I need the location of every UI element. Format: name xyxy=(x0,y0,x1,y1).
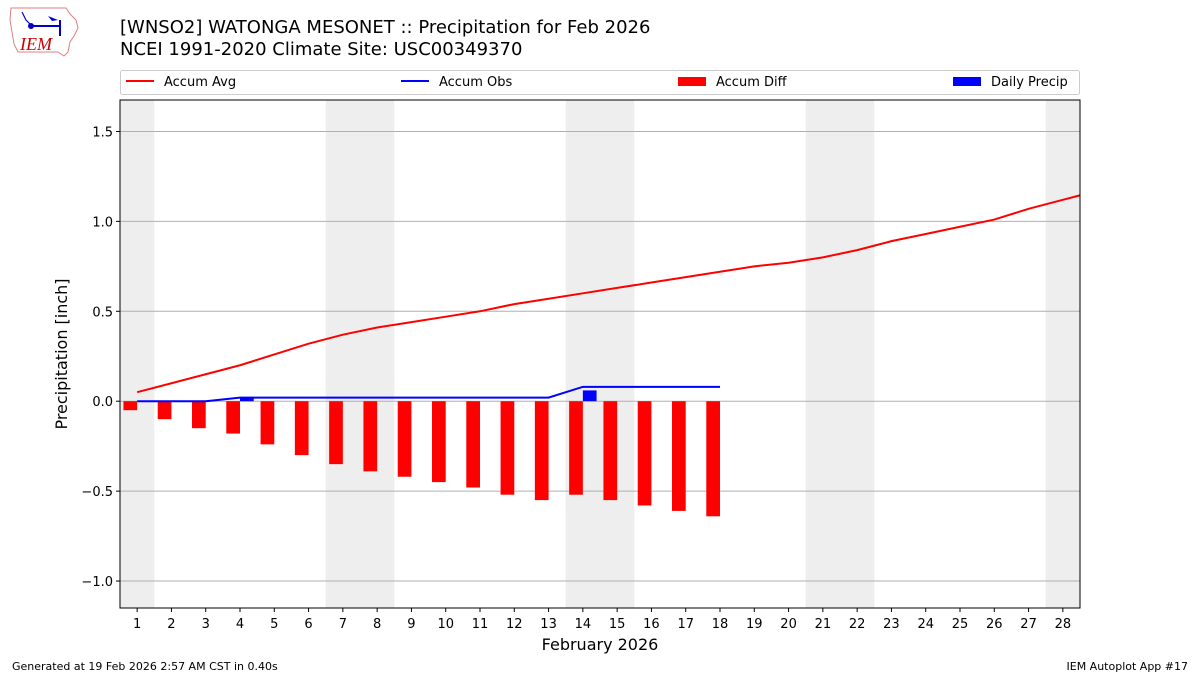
app-label: IEM Autoplot App #17 xyxy=(1066,660,1189,673)
generated-note: Generated at 19 Feb 2026 2:57 AM CST in … xyxy=(12,660,278,673)
x-tick-label: 1 xyxy=(133,617,141,632)
legend-box xyxy=(120,70,1080,95)
accum-diff-bar xyxy=(294,401,309,456)
weekend-band xyxy=(325,100,360,608)
y-tick-label: −0.5 xyxy=(81,485,113,500)
weekend-band xyxy=(120,100,155,608)
x-tick-label: 8 xyxy=(373,617,381,632)
chart-title: [WNSO2] WATONGA MESONET :: Precipitation… xyxy=(120,17,651,38)
logo-text: IEM xyxy=(19,34,53,54)
accum-diff-bar xyxy=(432,401,446,483)
accum-obs-line xyxy=(137,385,720,403)
x-tick-label: 11 xyxy=(472,617,489,632)
plot-frame xyxy=(119,99,1081,609)
x-tick-label: 13 xyxy=(540,617,557,632)
y-tick-label: 1.5 xyxy=(92,125,113,140)
accum-avg-line xyxy=(136,194,1080,394)
x-tick-label: 3 xyxy=(202,617,210,632)
x-axis-label: February 2026 xyxy=(542,635,659,654)
accum-diff-bar xyxy=(706,401,720,517)
x-tick-label: 20 xyxy=(780,617,797,632)
x-tick-label: 21 xyxy=(815,617,832,632)
accum-diff-bar xyxy=(157,401,172,420)
accum-diff-bar xyxy=(260,401,275,445)
x-tick-label: 17 xyxy=(677,617,694,632)
x-tick-label: 25 xyxy=(952,617,969,632)
x-tick-label: 26 xyxy=(986,617,1003,632)
weekend-band xyxy=(1045,100,1080,608)
accum-diff-bar xyxy=(329,401,343,465)
weekend-band xyxy=(565,100,600,608)
x-tick-label: 19 xyxy=(746,617,763,632)
x-tick-label: 18 xyxy=(712,617,729,632)
accum-diff-bar xyxy=(466,401,480,488)
weekend-band xyxy=(840,100,875,608)
x-tick-label: 2 xyxy=(167,617,175,632)
x-tick-label: 23 xyxy=(883,617,900,632)
legend-label: Accum Obs xyxy=(439,75,512,90)
x-tick-label: 14 xyxy=(575,617,592,632)
x-tick-label: 27 xyxy=(1020,617,1037,632)
x-tick-label: 10 xyxy=(437,617,454,632)
y-tick-label: −1.0 xyxy=(81,575,113,590)
y-tick-label: 1.0 xyxy=(92,215,113,230)
legend-swatch xyxy=(953,77,981,86)
weekend-band xyxy=(600,100,635,608)
accum-diff-bar xyxy=(123,401,138,411)
iem-logo: IEM xyxy=(9,7,79,57)
legend-label: Accum Diff xyxy=(716,75,788,90)
plot-area xyxy=(120,100,1080,608)
accum-diff-bar xyxy=(397,401,412,477)
accum-diff-bar xyxy=(569,401,583,495)
y-axis-label: Precipitation [inch] xyxy=(52,278,71,429)
legend-label: Accum Avg xyxy=(164,75,236,90)
weekend-band xyxy=(360,100,395,608)
accum-diff-bar xyxy=(534,401,549,501)
x-tick-label: 22 xyxy=(849,617,866,632)
x-tick-label: 28 xyxy=(1055,617,1072,632)
x-tick-label: 24 xyxy=(917,617,934,632)
accum-diff-bar xyxy=(672,401,686,511)
x-tick-label: 5 xyxy=(270,617,278,632)
x-tick-label: 12 xyxy=(506,617,523,632)
daily-precip-bar xyxy=(582,390,597,402)
chart-subtitle: NCEI 1991-2020 Climate Site: USC00349370 xyxy=(120,39,523,60)
accum-diff-bar xyxy=(500,401,515,495)
y-tick-label: 0.0 xyxy=(92,395,113,410)
legend-swatch xyxy=(678,77,706,86)
accum-diff-bar xyxy=(637,401,652,506)
weekend-band xyxy=(805,100,840,608)
accum-diff-bar xyxy=(226,401,240,434)
accum-diff-bar xyxy=(192,401,206,429)
daily-precip-bar xyxy=(240,397,254,402)
x-tick-label: 9 xyxy=(407,617,415,632)
accum-diff-bar xyxy=(363,401,378,472)
x-tick-label: 7 xyxy=(339,617,347,632)
x-tick-label: 6 xyxy=(304,617,312,632)
x-tick-label: 15 xyxy=(609,617,626,632)
x-tick-label: 16 xyxy=(643,617,660,632)
accum-diff-bar xyxy=(603,401,618,501)
legend-label: Daily Precip xyxy=(991,75,1068,90)
y-tick-label: 0.5 xyxy=(92,305,113,320)
x-tick-label: 4 xyxy=(236,617,244,632)
